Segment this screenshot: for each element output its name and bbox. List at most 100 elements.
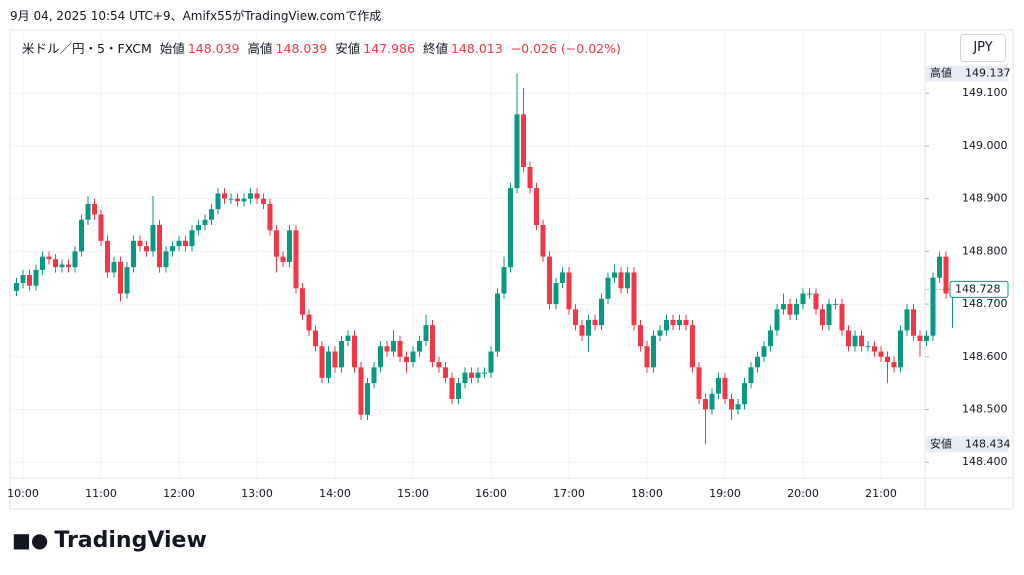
- x-tick-label: 20:00: [787, 487, 819, 500]
- candle-body: [176, 240, 182, 247]
- candle-body: [235, 198, 240, 202]
- candle-body: [85, 203, 91, 220]
- candle-body: [384, 346, 390, 352]
- candle-body: [430, 325, 435, 363]
- candle-body: [33, 269, 39, 286]
- candle-body: [859, 335, 864, 347]
- candle-body: [709, 393, 715, 410]
- candle-body: [657, 330, 663, 336]
- candle-body: [202, 219, 208, 226]
- last-price-box: [949, 280, 1009, 298]
- candle-body: [241, 198, 247, 202]
- candle-body: [46, 256, 52, 260]
- candle-body: [267, 203, 273, 231]
- candle-body: [514, 114, 520, 189]
- candle-body: [573, 309, 578, 326]
- candle-body: [469, 372, 474, 378]
- y-tick-label: 148.700: [962, 297, 1008, 310]
- candle-body: [157, 225, 162, 268]
- candle-body: [209, 209, 214, 220]
- y-tick-label: 149.100: [962, 86, 1008, 99]
- candle-body: [748, 367, 754, 384]
- candle-body: [222, 193, 227, 199]
- candle-body: [527, 167, 533, 189]
- candle-body: [183, 240, 188, 247]
- change: −0.026 (−0.02%): [510, 41, 621, 56]
- candle-body: [365, 383, 370, 415]
- candle-body: [27, 275, 32, 286]
- candle-body: [456, 383, 461, 399]
- low-marker-box: [926, 436, 1008, 453]
- candle-body: [254, 193, 260, 199]
- candle-body: [144, 246, 149, 252]
- candle-body: [540, 225, 546, 257]
- candle-body: [612, 272, 617, 278]
- legend-value: 148.039: [187, 41, 240, 56]
- high-marker-label: 高値: [930, 66, 952, 80]
- y-tick-label: 148.400: [962, 455, 1008, 468]
- candle-body: [326, 351, 331, 378]
- candle-body: [163, 251, 169, 268]
- low-marker-label: 安値: [930, 436, 952, 450]
- candle-body: [170, 246, 175, 252]
- x-tick-label: 15:00: [397, 487, 429, 500]
- candle-body: [904, 309, 910, 331]
- candle-body: [930, 277, 936, 336]
- candle-body: [59, 264, 65, 268]
- candle-body: [560, 272, 565, 283]
- candle-body: [761, 346, 767, 357]
- candle-body: [391, 340, 396, 352]
- candle-body: [495, 293, 500, 352]
- x-tick-label: 11:00: [85, 487, 117, 500]
- x-tick-label: 17:00: [553, 487, 585, 500]
- candle-body: [137, 240, 143, 247]
- currency-button[interactable]: JPY: [960, 34, 1006, 62]
- legend-label: 始値: [159, 41, 185, 56]
- candle-body: [924, 335, 929, 341]
- candle-body: [891, 362, 897, 368]
- candle-body: [410, 351, 416, 363]
- high-marker-value: 149.137: [965, 67, 1011, 80]
- candle-body: [566, 272, 572, 310]
- candle-body: [722, 377, 728, 399]
- candle-body: [300, 288, 305, 315]
- candle-body: [228, 198, 234, 200]
- candle-body: [872, 346, 877, 352]
- candle-body: [703, 398, 708, 410]
- candle-body: [768, 330, 773, 347]
- candle-body: [482, 372, 487, 374]
- candle-body: [943, 256, 949, 294]
- candle-body: [92, 203, 97, 215]
- candle-body: [20, 275, 26, 283]
- candle-body: [878, 351, 884, 357]
- candle-body: [53, 259, 58, 268]
- candle-body: [605, 277, 611, 299]
- candle-body: [150, 225, 156, 252]
- y-tick-label: 148.500: [962, 402, 1008, 415]
- candle-body: [644, 346, 650, 368]
- candle-body: [306, 314, 312, 331]
- x-tick-label: 16:00: [475, 487, 507, 500]
- candle-body: [449, 377, 455, 399]
- candle-body: [716, 377, 721, 394]
- legend-label: 安値: [335, 41, 361, 56]
- x-tick-label: 19:00: [709, 487, 741, 500]
- candle-body: [742, 383, 747, 405]
- candle-body: [475, 372, 481, 378]
- brand-name: TradingView: [54, 528, 207, 553]
- candle-body: [677, 319, 682, 326]
- candle-body: [404, 356, 409, 363]
- candle-body: [417, 340, 422, 352]
- candle-body: [833, 304, 838, 306]
- x-tick-label: 14:00: [319, 487, 351, 500]
- candle-body: [215, 193, 221, 210]
- candle-body: [443, 367, 448, 378]
- candle-body: [839, 304, 845, 331]
- y-tick-label: 148.600: [962, 350, 1008, 363]
- candle-body: [592, 319, 598, 326]
- candle-body: [651, 335, 656, 368]
- header: 9月 04, 2025 10:54 UTC+9、Amifx55がTradingV…: [10, 9, 382, 23]
- candle-body: [40, 256, 45, 270]
- candle-body: [579, 325, 585, 336]
